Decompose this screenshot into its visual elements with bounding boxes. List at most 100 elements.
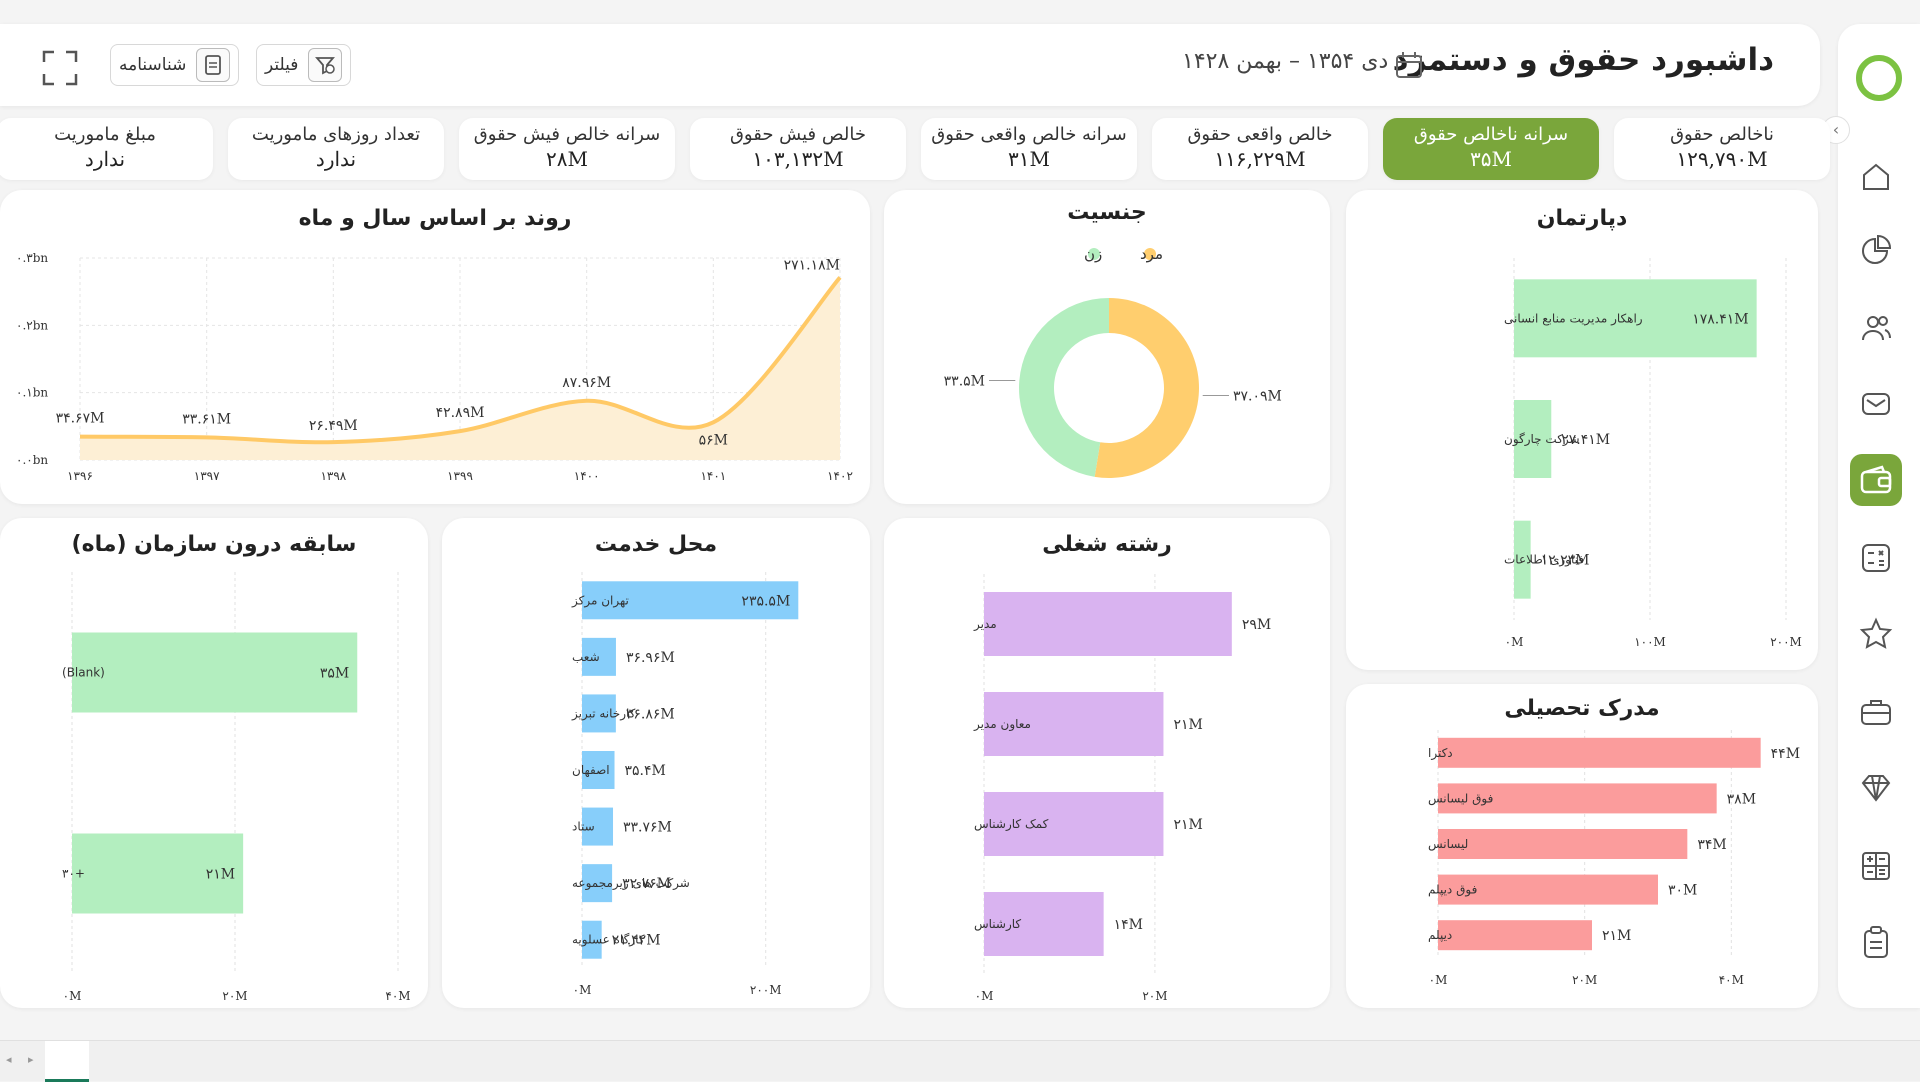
location-title: محل خدمت bbox=[594, 532, 718, 557]
x-tick-label: ۲۰۰M bbox=[750, 983, 782, 997]
page-tab[interactable] bbox=[45, 1041, 89, 1082]
bar-data-label: ۲۱M bbox=[1602, 928, 1631, 944]
category-label: تهران مرکز bbox=[571, 593, 629, 608]
filter-button[interactable]: فیلتر bbox=[256, 44, 352, 86]
bar bbox=[1438, 920, 1592, 951]
slice-label: ۳۷.۰۹M bbox=[1233, 389, 1282, 405]
bar bbox=[582, 807, 614, 846]
pie-slice bbox=[1018, 298, 1109, 477]
bar-data-label: ۲۳۵.۵M bbox=[741, 593, 790, 609]
diamond-icon[interactable] bbox=[1850, 762, 1902, 814]
kpi-value: ندارد bbox=[315, 147, 357, 171]
category-label: ستاد bbox=[572, 820, 595, 834]
kpi-card-1[interactable]: سرانه ناخالص حقوق ۳۵M bbox=[1383, 118, 1599, 180]
date-range[interactable]: دی ۱۳۵۴ – بهمن ۱۴۲۸ bbox=[1182, 49, 1389, 74]
gender-chart: مرد زن ۳۷.۰۹M ۳۳.۵M bbox=[944, 245, 1282, 479]
bar-data-label: ۳۳.۷۶M bbox=[623, 820, 672, 836]
fullscreen-icon[interactable] bbox=[40, 48, 80, 88]
tenure-chart: ۰M ۲۰M ۴۰M (Blank) ۳۵M +۳۰ ۲۱M bbox=[62, 572, 411, 1003]
users-icon[interactable] bbox=[1850, 302, 1902, 354]
calendar-icon[interactable] bbox=[1394, 50, 1424, 80]
id-card-button[interactable]: شناسنامه bbox=[110, 44, 240, 86]
scroll-left-icon[interactable]: ◂ bbox=[6, 1053, 12, 1066]
legend-label: مرد bbox=[1140, 245, 1163, 263]
x-tick-label: ۱۳۹۶ bbox=[67, 469, 93, 483]
kpi-card-5[interactable]: سرانه خالص فیش حقوق ۲۸M bbox=[459, 118, 675, 180]
category-label: کمک کارشناس bbox=[974, 817, 1049, 832]
x-tick-label: ۱۳۹۷ bbox=[194, 469, 220, 483]
trend-data-label: ۳۳.۶۱M bbox=[182, 411, 231, 427]
kpi-card-4[interactable]: خالص فیش حقوق ۱۰۳,۱۳۲M bbox=[690, 118, 906, 180]
home-icon[interactable] bbox=[1850, 150, 1902, 202]
clipboard-icon[interactable] bbox=[1850, 916, 1902, 968]
tenure-card: سابقه درون سازمان (ماه) ۰M ۲۰M ۴۰M (Blank) ۳… bbox=[0, 518, 428, 1008]
kpi-card-6[interactable]: تعداد روزهای ماموریت ندارد bbox=[228, 118, 444, 180]
category-label: (Blank) bbox=[62, 666, 105, 680]
bar bbox=[1438, 737, 1761, 768]
bar bbox=[582, 581, 799, 620]
bar bbox=[1514, 400, 1552, 478]
gender-title: جنسیت bbox=[1067, 200, 1147, 225]
trend-data-label: ۳۴.۶۷M bbox=[56, 411, 105, 427]
calc-list-icon[interactable] bbox=[1850, 532, 1902, 584]
category-label: کارخانه تبریز bbox=[571, 706, 636, 721]
kpi-label: تعداد روزهای ماموریت bbox=[251, 124, 421, 145]
degree-title: مدرک تحصیلی bbox=[1504, 696, 1660, 721]
briefcase-icon[interactable] bbox=[1850, 686, 1902, 738]
category-label: مدیر bbox=[973, 617, 997, 632]
job-chart: ۰M ۲۰M مدیر ۲۹M معاون مدیر ۲۱M کمک کارشناس ۲۱M ک… bbox=[973, 574, 1271, 1003]
bar bbox=[582, 637, 616, 676]
bar bbox=[1438, 874, 1658, 905]
bar bbox=[1514, 520, 1531, 599]
bar bbox=[582, 694, 616, 733]
slice-label: ۳۳.۵M bbox=[944, 373, 985, 389]
y-tick-label: ۰.۱bn bbox=[16, 386, 48, 400]
kpi-value: ۲۸M bbox=[546, 147, 588, 171]
kpi-label: ناخالص حقوق bbox=[1670, 124, 1774, 145]
legend-swatch bbox=[1144, 248, 1156, 260]
category-label: لیسانس bbox=[1428, 837, 1468, 852]
trend-data-label: ۲۷۱.۱۸M bbox=[784, 257, 840, 273]
calculator-icon[interactable] bbox=[1850, 840, 1902, 892]
kpi-label: سرانه خالص فیش حقوق bbox=[473, 124, 661, 145]
x-tick-label: ۰M bbox=[63, 989, 82, 1003]
x-tick-label: ۱۳۹۹ bbox=[447, 469, 473, 483]
mail-icon[interactable] bbox=[1850, 378, 1902, 430]
kpi-card-3[interactable]: سرانه خالص واقعی حقوق ۳۱M bbox=[921, 118, 1137, 180]
bar bbox=[72, 833, 244, 914]
trend-data-label: ۴۲.۸۹M bbox=[436, 405, 485, 421]
kpi-value: ۱۲۹,۷۹۰M bbox=[1676, 147, 1768, 171]
x-tick-label: ۲۰M bbox=[1142, 989, 1167, 1003]
bar-data-label: ۳۵M bbox=[320, 666, 349, 682]
x-tick-label: ۱۴۰۱ bbox=[700, 469, 726, 483]
wallet-icon[interactable] bbox=[1850, 454, 1902, 506]
kpi-card-7[interactable]: مبلغ ماموریت ندارد bbox=[0, 118, 213, 180]
kpi-label: مبلغ ماموریت bbox=[54, 124, 156, 145]
location-card: محل خدمت ۰M ۲۰۰M تهران مرکز ۲۳۵.۵M شعب ۳۶.۹۶M… bbox=[442, 518, 870, 1008]
legend-swatch bbox=[1088, 248, 1100, 260]
star-icon[interactable] bbox=[1850, 608, 1902, 660]
scroll-right-icon[interactable]: ▸ bbox=[28, 1053, 34, 1066]
bar-data-label: ۲۱M bbox=[1173, 717, 1202, 733]
job-title: رشته شغلی bbox=[1042, 532, 1172, 557]
kpi-card-0[interactable]: ناخالص حقوق ۱۲۹,۷۹۰M bbox=[1614, 118, 1830, 180]
y-tick-label: ۰.۰bn bbox=[16, 453, 48, 467]
category-label: کارگاه عسلویه bbox=[572, 933, 645, 948]
location-chart: ۰M ۲۰۰M تهران مرکز ۲۳۵.۵M شعب ۳۶.۹۶M کارخانه ت… bbox=[571, 572, 799, 997]
category-label: معاون مدیر bbox=[973, 717, 1031, 732]
pie-chart-icon[interactable] bbox=[1850, 224, 1902, 276]
header-bar: داشبورد حقوق و دستمزد دی ۱۳۵۴ – بهمن ۱۴۲… bbox=[0, 24, 1820, 106]
category-label: +۳۰ bbox=[62, 867, 85, 881]
bar bbox=[1514, 279, 1757, 358]
category-label: دیپلم bbox=[1428, 928, 1452, 942]
degree-chart: ۰M ۲۰M ۴۰M دکترا ۴۴M فوق لیسانس ۳۸M لیسانس ۳۴M فو… bbox=[1428, 730, 1800, 987]
bar bbox=[1438, 829, 1688, 859]
category-label: دکترا bbox=[1428, 746, 1453, 761]
degree-card: مدرک تحصیلی ۰M ۲۰M ۴۰M دکترا ۴۴M فوق لیسانس ۳۸… bbox=[1346, 684, 1818, 1008]
kpi-label: خالص واقعی حقوق bbox=[1187, 124, 1333, 145]
category-label: کارشناس bbox=[974, 917, 1021, 932]
side-navigation: ‹ bbox=[1822, 24, 1920, 1008]
kpi-card-2[interactable]: خالص واقعی حقوق ۱۱۶,۲۲۹M bbox=[1152, 118, 1368, 180]
bar-data-label: ۳۰M bbox=[1668, 883, 1697, 899]
category-label: فوق لیسانس bbox=[1428, 791, 1493, 806]
